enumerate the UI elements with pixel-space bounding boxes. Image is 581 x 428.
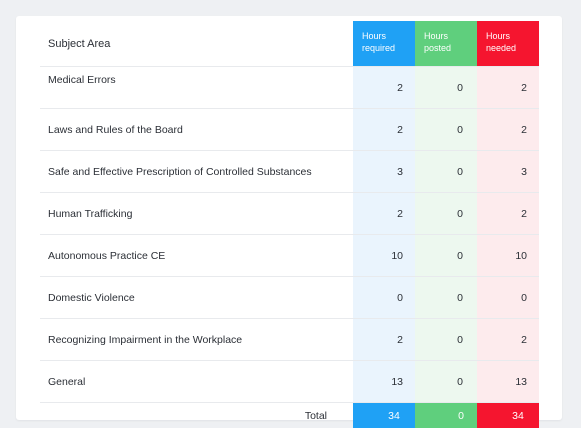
total-hours-required: 34 bbox=[353, 403, 415, 428]
hours-required-value: 10 bbox=[353, 235, 415, 276]
hours-needed-value: 10 bbox=[477, 235, 539, 276]
hours-posted-value: 0 bbox=[415, 235, 477, 276]
subject-area-header: Subject Area bbox=[48, 37, 111, 50]
hours-needed-value: 2 bbox=[477, 319, 539, 360]
hours-required-header: Hours required bbox=[353, 21, 415, 66]
hours-needed-value: 3 bbox=[477, 151, 539, 192]
hours-posted-value: 0 bbox=[415, 193, 477, 234]
hours-posted-value: 0 bbox=[415, 67, 477, 108]
table-row: Laws and Rules of the Board 2 0 2 bbox=[40, 109, 539, 151]
table-header-row: Subject Area Hours required Hours posted… bbox=[40, 21, 539, 67]
hours-needed-value: 2 bbox=[477, 67, 539, 108]
hours-needed-value: 2 bbox=[477, 193, 539, 234]
table-row: Domestic Violence 0 0 0 bbox=[40, 277, 539, 319]
subject-name: General bbox=[48, 375, 86, 388]
hours-posted-value: 0 bbox=[415, 109, 477, 150]
table-row: Autonomous Practice CE 10 0 10 bbox=[40, 235, 539, 277]
hours-required-value: 3 bbox=[353, 151, 415, 192]
table-row: General 13 0 13 bbox=[40, 361, 539, 403]
hours-posted-value: 0 bbox=[415, 319, 477, 360]
subject-name: Domestic Violence bbox=[48, 291, 135, 304]
table-row: Safe and Effective Prescription of Contr… bbox=[40, 151, 539, 193]
total-hours-needed: 34 bbox=[477, 403, 539, 428]
hours-posted-value: 0 bbox=[415, 361, 477, 402]
hours-table: Subject Area Hours required Hours posted… bbox=[40, 21, 539, 428]
subject-name: Medical Errors bbox=[48, 74, 116, 86]
subject-name: Autonomous Practice CE bbox=[48, 249, 166, 262]
hours-required-value: 2 bbox=[353, 67, 415, 108]
table-row: Recognizing Impairment in the Workplace … bbox=[40, 319, 539, 361]
hours-posted-value: 0 bbox=[415, 151, 477, 192]
hours-posted-header: Hours posted bbox=[415, 21, 477, 66]
hours-posted-value: 0 bbox=[415, 277, 477, 318]
table-row: Human Trafficking 2 0 2 bbox=[40, 193, 539, 235]
subject-name: Human Trafficking bbox=[48, 207, 133, 220]
hours-needed-value: 0 bbox=[477, 277, 539, 318]
hours-needed-value: 2 bbox=[477, 109, 539, 150]
hours-needed-value: 13 bbox=[477, 361, 539, 402]
hours-needed-header: Hours needed bbox=[477, 21, 539, 66]
subject-name: Laws and Rules of the Board bbox=[48, 123, 183, 136]
hours-required-value: 2 bbox=[353, 319, 415, 360]
hours-required-value: 2 bbox=[353, 109, 415, 150]
hours-required-value: 2 bbox=[353, 193, 415, 234]
subject-name: Recognizing Impairment in the Workplace bbox=[48, 333, 243, 346]
total-hours-posted: 0 bbox=[415, 403, 477, 428]
hours-required-value: 0 bbox=[353, 277, 415, 318]
hours-required-value: 13 bbox=[353, 361, 415, 402]
table-row: Medical Errors 2 0 2 bbox=[40, 67, 539, 109]
table-total-row: Total 34 0 34 bbox=[40, 403, 539, 428]
total-label: Total bbox=[304, 409, 327, 422]
hours-summary-card: Subject Area Hours required Hours posted… bbox=[16, 16, 562, 428]
subject-name: Safe and Effective Prescription of Contr… bbox=[48, 165, 312, 178]
